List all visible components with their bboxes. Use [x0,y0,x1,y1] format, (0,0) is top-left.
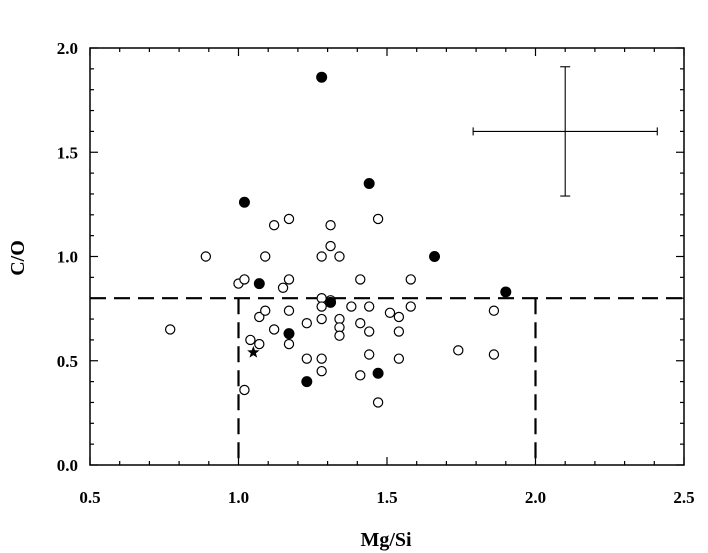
open-circle-point [316,353,327,364]
y-tick-label: 1.0 [57,248,78,267]
open-circle-point [393,311,405,323]
open-circle-point [372,213,384,225]
open-circle-point [393,326,405,337]
filled-circle-point [283,328,295,340]
open-circle-point [453,345,464,356]
open-circle-point [268,220,280,231]
open-circle-point [325,240,336,252]
open-circle-point [355,318,366,329]
open-circle-point [283,274,295,285]
open-circle-point [260,251,271,262]
open-circle-point [372,397,384,408]
error-bar [472,66,658,197]
open-circle-point [363,349,375,360]
open-circle-point [254,311,265,323]
open-circle-point [268,324,280,335]
open-circle-point [325,220,336,231]
filled-circle-point [316,71,328,83]
open-circle-point [405,301,416,312]
x-tick-label: 0.5 [79,488,100,507]
filled-circle-point [429,251,441,262]
open-circle-point [363,326,375,337]
tick-labels: 0.5 1.0 1.5 2.0 2.50.00.51.01.52.0 [57,39,695,507]
open-circle-point [384,307,396,318]
open-circle-point [245,334,256,346]
y-axis-label: C/O [7,240,29,276]
open-circle-point [488,305,500,316]
open-circle-point [283,213,295,225]
y-tick-label: 0.5 [57,352,78,371]
open-circle-point [355,370,366,381]
open-circle-point [355,274,366,285]
open-circle-point [393,353,405,364]
reference-lines [90,297,684,465]
open-circle-point [260,305,271,316]
open-circle-point [277,282,289,293]
filled-circle-point [238,196,250,208]
data-points [164,71,512,408]
open-circle-point [301,353,313,364]
open-circle-point [283,305,295,316]
open-circle-point [316,301,327,312]
open-circle-point [164,324,176,335]
filled-circle-point [363,178,375,190]
open-circle-point [488,349,500,360]
x-tick-label: 1.5 [376,488,397,507]
open-circle-point [239,274,250,285]
plot-frame [89,47,685,466]
open-circle-point [363,301,375,312]
x-tick-label: 1.0 [228,488,249,507]
x-tick-label: 2.5 [673,488,694,507]
filled-circle-point [325,296,337,308]
open-circle-point [334,251,345,262]
axis-ticks [89,47,685,466]
open-circle-point [301,318,313,329]
open-circle-point [316,251,327,262]
filled-circle-point [301,376,313,388]
open-circle-point [405,274,416,285]
star-point [247,345,260,358]
x-axis-label: Mg/Si [360,529,412,551]
y-tick-label: 1.5 [57,143,78,162]
open-circle-point [254,338,265,350]
open-circle-point [316,365,327,377]
open-circle-point [316,313,327,325]
open-circle-point [200,251,212,262]
plot-border [89,47,685,466]
y-tick-label: 2.0 [57,39,78,58]
y-tick-label: 0.0 [57,456,78,475]
open-circle-point [239,384,250,396]
x-tick-label: 2.0 [525,488,546,507]
filled-circle-point [372,367,384,379]
open-circle-point [334,330,345,341]
filled-circle-point [500,286,512,298]
open-circle-point [283,338,295,350]
filled-circle-point [253,278,265,290]
open-circle-point [346,301,357,312]
